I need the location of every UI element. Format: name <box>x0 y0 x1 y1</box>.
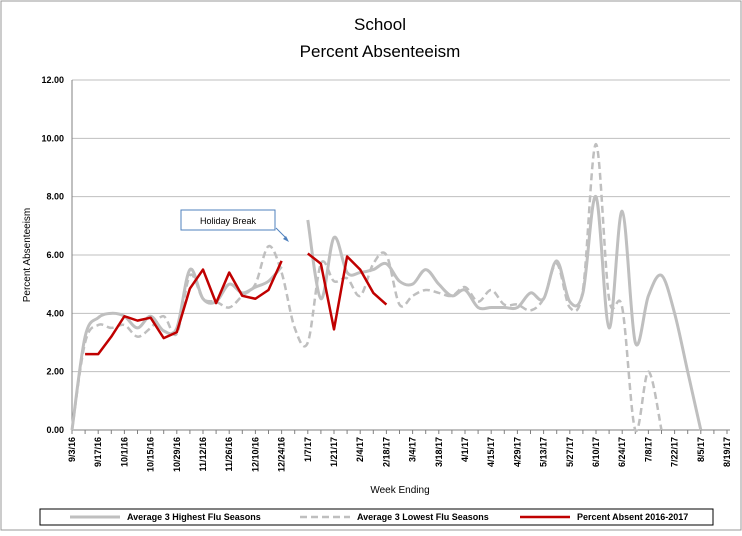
legend-label: Percent Absent 2016-2017 <box>577 512 688 522</box>
x-tick-label: 9/17/16 <box>93 437 103 467</box>
x-tick-label: 4/15/17 <box>486 437 496 467</box>
y-tick-label: 12.00 <box>41 75 64 85</box>
y-tick-label: 2.00 <box>46 367 64 377</box>
x-tick-label: 10/1/16 <box>119 437 129 467</box>
x-tick-label: 9/3/16 <box>67 437 77 462</box>
y-tick-label: 10.00 <box>41 133 64 143</box>
x-tick-label: 6/24/17 <box>617 437 627 467</box>
y-tick-label: 4.00 <box>46 308 64 318</box>
annotation: Holiday Break <box>200 216 257 226</box>
x-tick-label: 3/4/17 <box>408 437 418 462</box>
legend-label: Average 3 Lowest Flu Seasons <box>357 512 489 522</box>
legend-label: Average 3 Highest Flu Seasons <box>127 512 261 522</box>
y-axis-label: Percent Absenteeism <box>22 208 33 303</box>
y-tick-label: 0.00 <box>46 425 64 435</box>
x-tick-label: 12/10/16 <box>250 437 260 472</box>
series-line <box>70 142 663 433</box>
x-tick-label: 12/24/16 <box>277 437 287 472</box>
x-tick-label: 1/21/17 <box>329 437 339 467</box>
x-tick-label: 4/1/17 <box>460 437 470 462</box>
x-tick-label: 1/7/17 <box>303 437 313 462</box>
x-tick-label: 2/4/17 <box>355 437 365 462</box>
x-tick-label: 8/5/17 <box>696 437 706 462</box>
x-tick-label: 8/19/17 <box>722 437 732 467</box>
x-tick-label: 5/13/17 <box>539 437 549 467</box>
y-tick-label: 6.00 <box>46 250 64 260</box>
x-tick-label: 7/8/17 <box>643 437 653 462</box>
x-tick-label: 10/15/16 <box>146 437 156 472</box>
x-tick-label: 2/18/17 <box>381 437 391 467</box>
y-tick-label: 8.00 <box>46 192 64 202</box>
chart-title: School <box>354 15 406 34</box>
chart-subtitle: Percent Absenteeism <box>300 42 461 61</box>
x-tick-label: 7/22/17 <box>670 437 680 467</box>
annotation-arrowhead <box>283 236 289 242</box>
x-tick-label: 11/12/16 <box>198 437 208 472</box>
x-tick-label: 3/18/17 <box>434 437 444 467</box>
x-tick-label: 6/10/17 <box>591 437 601 467</box>
x-tick-label: 11/26/16 <box>224 437 234 472</box>
x-tick-label: 4/29/17 <box>512 437 522 467</box>
x-tick-label: 10/29/16 <box>172 437 182 472</box>
x-tick-label: 5/27/17 <box>565 437 575 467</box>
series-line <box>85 252 388 356</box>
legend-box <box>39 508 714 526</box>
annotation-box <box>180 209 276 231</box>
x-axis-label: Week Ending <box>370 485 429 496</box>
